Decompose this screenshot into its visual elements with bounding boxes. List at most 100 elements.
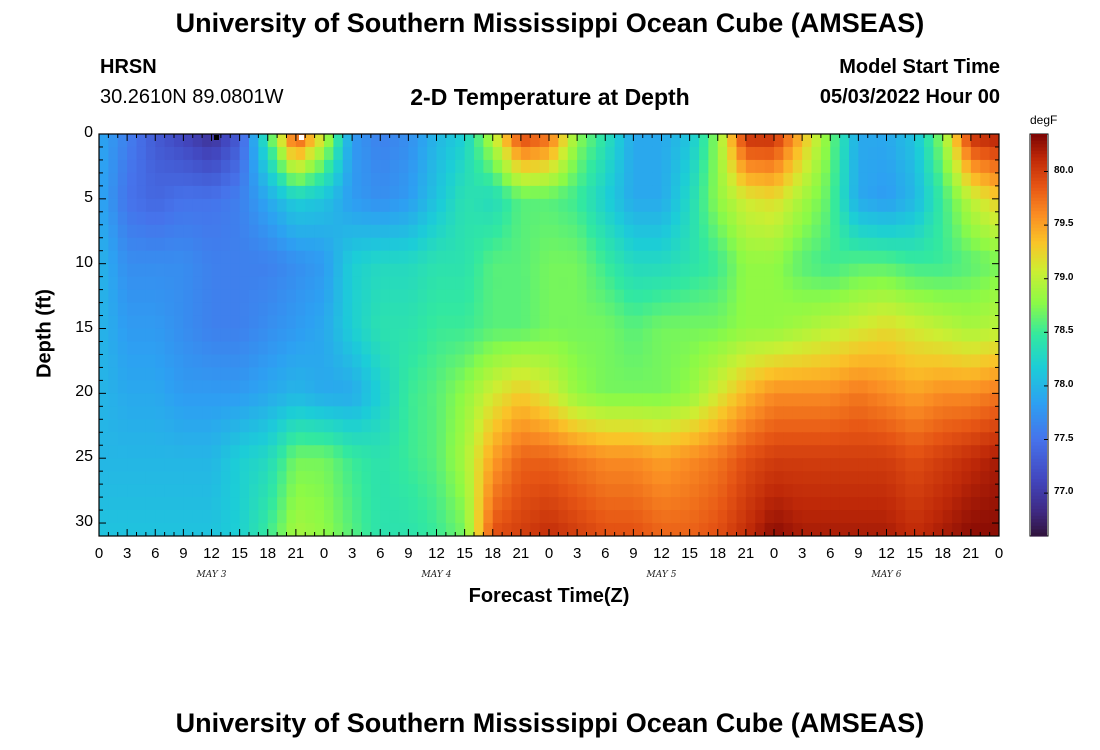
heatmap-cell	[736, 250, 747, 265]
heatmap-cell	[389, 146, 400, 161]
heatmap-cell	[520, 523, 531, 536]
heatmap-cell	[586, 458, 597, 472]
heatmap-cell	[980, 510, 991, 524]
heatmap-cell	[614, 341, 625, 356]
heatmap-cell	[445, 134, 456, 148]
heatmap-cell	[492, 484, 503, 498]
heatmap-cell	[858, 315, 869, 330]
heatmap-cell	[127, 211, 138, 226]
heatmap-cell	[399, 185, 409, 200]
heatmap-cell	[230, 523, 241, 536]
heatmap-cell	[464, 134, 475, 148]
heatmap-cell	[445, 380, 456, 394]
heatmap-cell	[652, 380, 663, 394]
heatmap-cell	[370, 445, 381, 459]
heatmap-cell	[455, 172, 466, 187]
heatmap-cell	[249, 134, 259, 148]
heatmap-cell	[445, 224, 456, 239]
heatmap-cell	[549, 458, 559, 472]
heatmap-cell	[352, 159, 363, 174]
heatmap-cell	[614, 406, 625, 420]
heatmap-cell	[99, 406, 109, 420]
heatmap-cell	[492, 380, 503, 394]
station-coordinates: 30.2610N 89.0801W	[100, 86, 284, 108]
heatmap-cell	[220, 198, 231, 213]
heatmap-cell	[314, 276, 325, 291]
heatmap-cell	[680, 497, 691, 511]
heatmap-cell	[849, 406, 859, 420]
heatmap-cell	[858, 276, 869, 291]
heatmap-cell	[342, 134, 353, 148]
heatmap-cell	[211, 146, 222, 161]
heatmap-cell	[445, 419, 456, 433]
heatmap-cell	[952, 354, 963, 369]
heatmap-cell	[267, 146, 278, 161]
heatmap-cell	[239, 471, 250, 485]
colorbar-cell	[1031, 422, 1047, 427]
heatmap-cell	[933, 419, 944, 433]
heatmap-cell	[558, 211, 569, 226]
heatmap-cell	[249, 380, 259, 394]
x-axis-minor-ticks	[98, 134, 1000, 536]
heatmap-cell	[230, 263, 241, 278]
heatmap-cell	[389, 367, 400, 381]
heatmap-cell	[249, 328, 259, 343]
heatmap-cell	[305, 315, 316, 330]
heatmap-cell	[108, 172, 119, 187]
heatmap-cell	[258, 224, 269, 239]
heatmap-cell	[483, 510, 494, 524]
heatmap-cell	[633, 458, 644, 472]
heatmap-cell	[867, 224, 878, 239]
heatmap-cell	[736, 341, 747, 356]
heatmap-cell	[211, 134, 222, 148]
heatmap-cell	[417, 380, 428, 394]
heatmap-cell	[858, 237, 869, 252]
heatmap-cell	[464, 159, 475, 174]
heatmap-cell	[708, 224, 719, 239]
heatmap-cell	[239, 484, 250, 498]
heatmap-cell	[211, 289, 222, 304]
heatmap-cell	[727, 471, 738, 485]
heatmap-cell	[567, 289, 578, 304]
x-tick-label: 9	[179, 545, 188, 562]
heatmap-cell	[286, 354, 297, 369]
heatmap-cell	[652, 328, 663, 343]
heatmap-cell	[417, 471, 428, 485]
heatmap-cell	[783, 134, 794, 148]
heatmap-cell	[652, 510, 663, 524]
heatmap-cell	[727, 302, 738, 317]
heatmap-cell	[502, 250, 513, 265]
heatmap-cell	[661, 458, 672, 472]
heatmap-cell	[764, 211, 775, 226]
heatmap-cell	[633, 302, 644, 317]
heatmap-cell	[370, 198, 381, 213]
heatmap-cell	[652, 393, 663, 407]
heatmap-cell	[802, 328, 813, 343]
heatmap-cell	[230, 276, 241, 291]
heatmap-cell	[792, 328, 803, 343]
heatmap-cell	[380, 393, 391, 407]
heatmap-cell	[342, 497, 353, 511]
heatmap-cell	[849, 237, 859, 252]
heatmap-cell	[258, 198, 269, 213]
heatmap-cell	[558, 432, 569, 446]
heatmap-cell	[136, 458, 147, 472]
heatmap-cell	[849, 224, 859, 239]
heatmap-cell	[511, 263, 522, 278]
heatmap-cell	[286, 134, 297, 148]
heatmap-cell	[567, 367, 578, 381]
colorbar-cell	[1031, 345, 1047, 349]
heatmap-cell	[680, 406, 691, 420]
heatmap-cell	[699, 250, 709, 265]
heatmap-cell	[295, 198, 306, 213]
heatmap-cell	[867, 146, 878, 161]
heatmap-cell	[642, 276, 653, 291]
heatmap-cell	[145, 237, 156, 252]
heatmap-cell	[436, 146, 447, 161]
heatmap-cell	[595, 380, 606, 394]
heatmap-cell	[192, 380, 203, 394]
heatmap-cell	[117, 159, 128, 174]
heatmap-cell	[633, 484, 644, 498]
heatmap-cell	[455, 380, 466, 394]
heatmap-cell	[539, 523, 550, 536]
